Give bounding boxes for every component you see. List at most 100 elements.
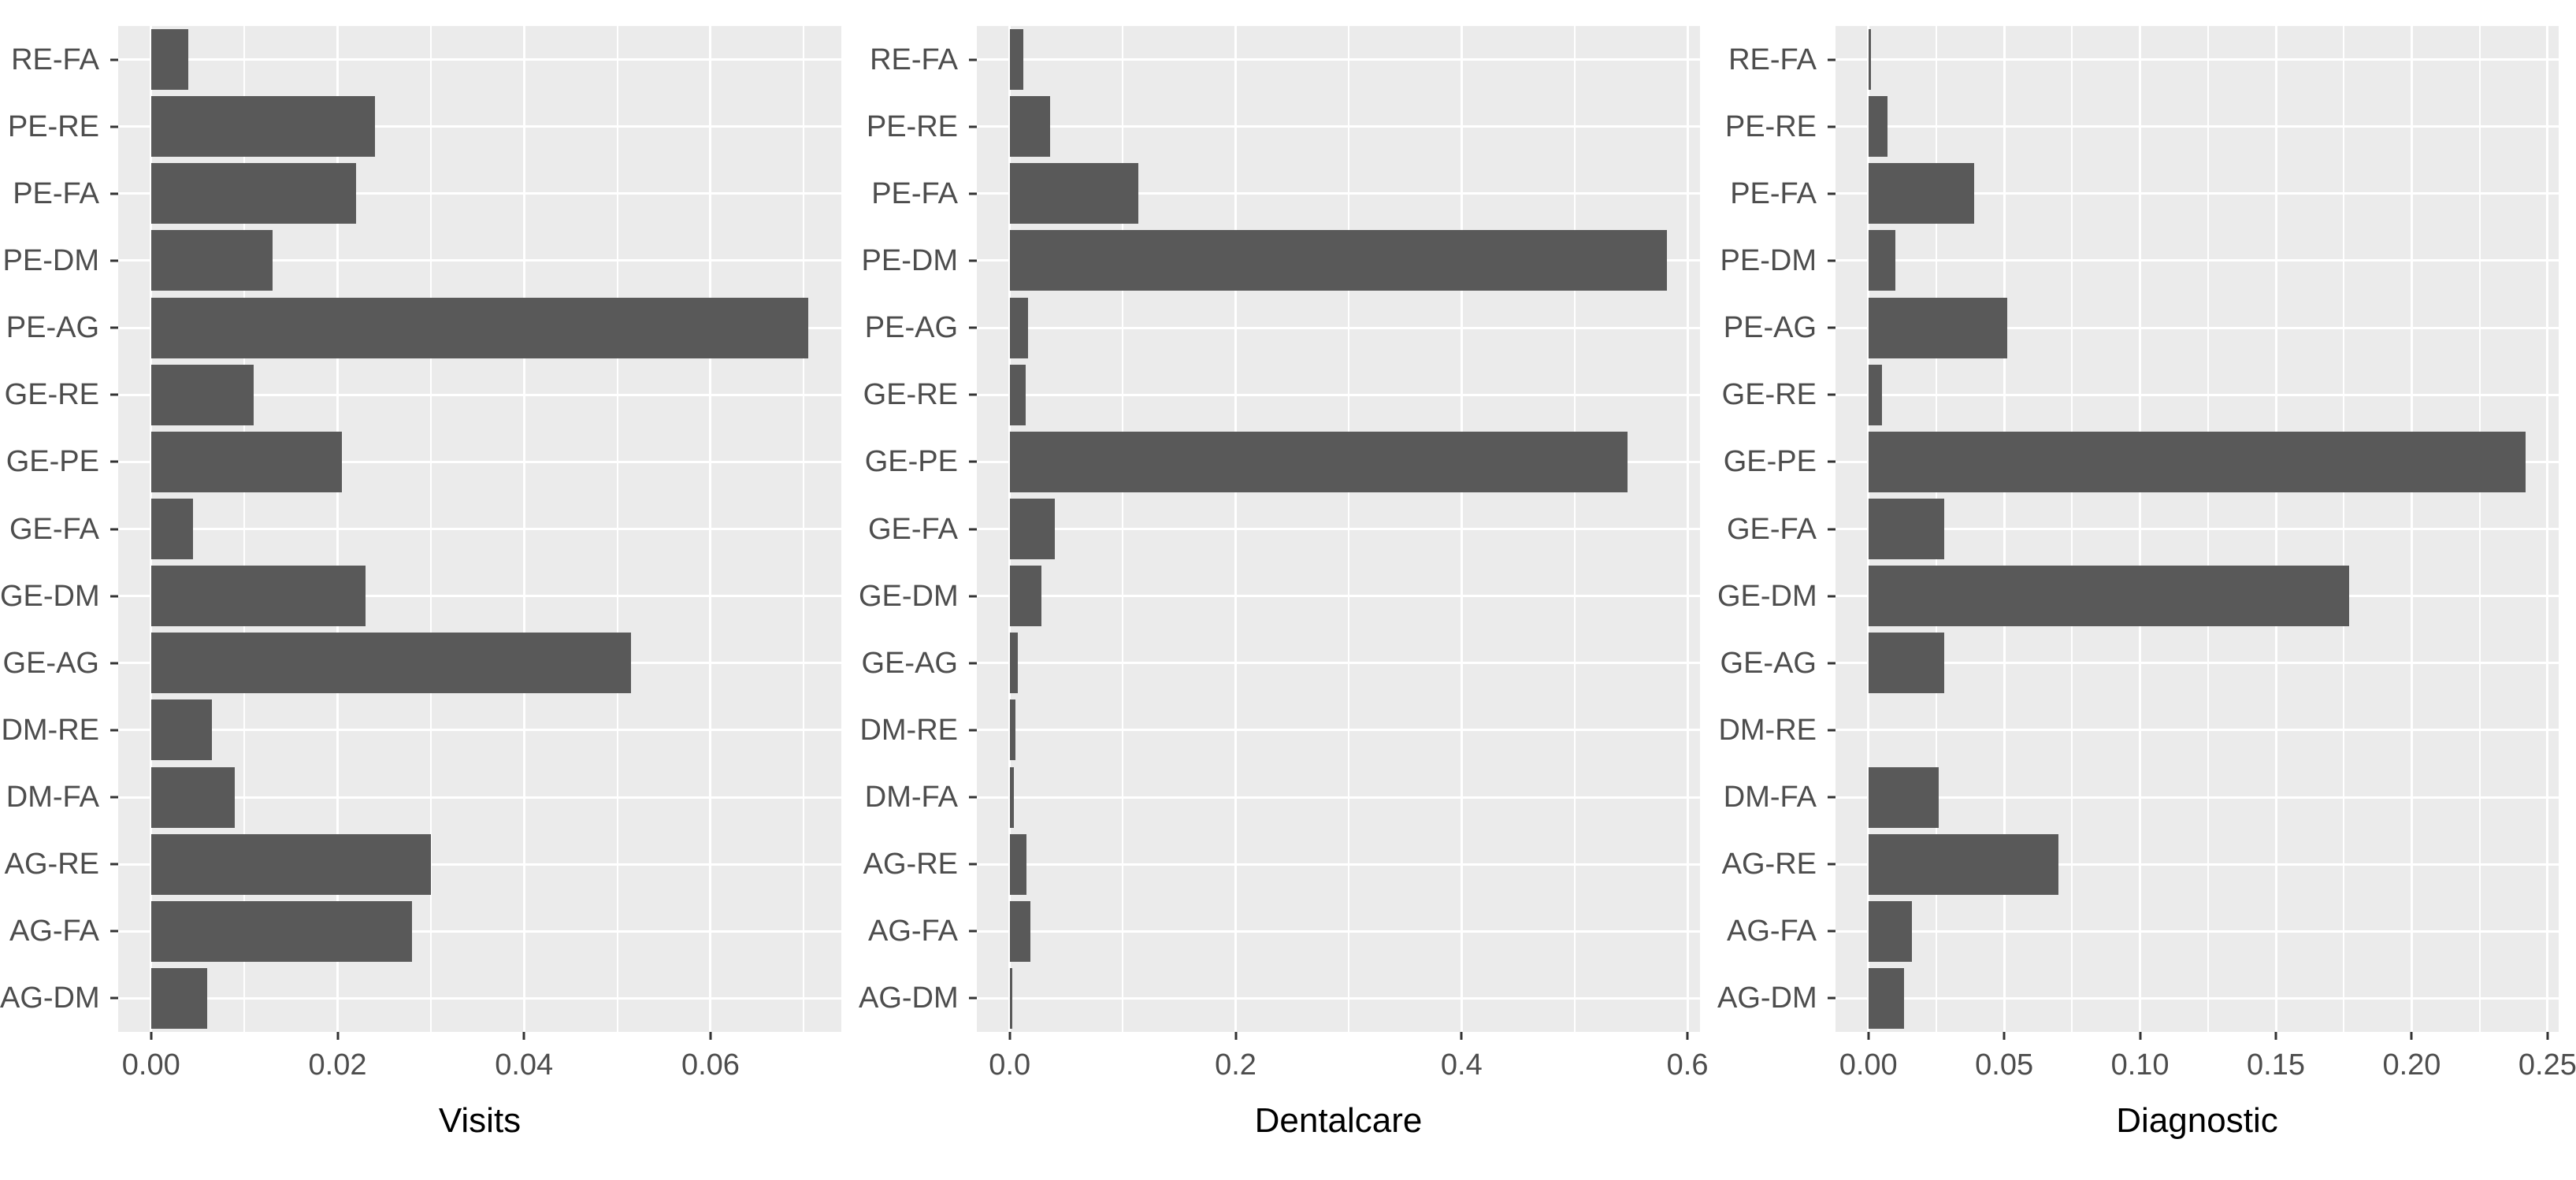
gridline-category	[977, 192, 1700, 195]
bar-dentalcare-pe-dm	[1009, 230, 1668, 291]
y-tick-mark	[110, 259, 118, 262]
y-tick-mark	[1828, 528, 1835, 530]
y-label-ge-fa: GE-FA	[1726, 512, 1817, 546]
gridline-category	[1835, 863, 2559, 866]
bar-diagnostic-ag-fa	[1868, 900, 1912, 962]
y-label-ge-dm: GE-DM	[0, 579, 100, 613]
x-tick-mark	[1008, 1032, 1011, 1040]
bar-visits-dm-fa	[150, 766, 236, 828]
y-tick-mark	[1828, 393, 1835, 396]
y-label-pe-dm: PE-DM	[861, 243, 958, 277]
y-label-ge-pe: GE-PE	[864, 445, 958, 479]
y-label-ag-dm: AG-DM	[0, 981, 100, 1015]
x-tick-label-diagnostic-0.05: 0.05	[1975, 1048, 2034, 1082]
bar-visits-pe-fa	[150, 163, 357, 224]
y-tick-mark	[110, 192, 118, 195]
bar-visits-pe-dm	[150, 230, 273, 291]
y-tick-mark	[110, 796, 118, 799]
gridline-category	[977, 125, 1700, 128]
bar-visits-ge-re	[150, 364, 254, 425]
bar-diagnostic-pe-re	[1868, 96, 1887, 158]
bar-visits-ag-dm	[150, 967, 207, 1029]
y-label-ge-dm: GE-DM	[859, 579, 959, 613]
gridline-category	[118, 595, 841, 598]
gridline-category	[118, 863, 841, 866]
bar-visits-ge-fa	[150, 499, 194, 559]
bar-visits-ge-ag	[150, 633, 632, 694]
y-tick-mark	[110, 528, 118, 530]
y-tick-mark	[1828, 259, 1835, 262]
y-label-dm-fa: DM-FA	[1723, 781, 1817, 814]
bar-dentalcare-ge-pe	[1009, 431, 1628, 492]
plot-area-visits	[118, 26, 841, 1032]
y-tick-mark	[1828, 125, 1835, 128]
gridline-category	[977, 996, 1700, 1000]
y-label-pe-re: PE-RE	[7, 109, 99, 143]
y-tick-mark	[1828, 326, 1835, 329]
gridline-category	[118, 58, 841, 61]
y-tick-mark	[969, 125, 977, 128]
gridline-category	[1835, 662, 2559, 665]
y-label-pe-ag: PE-AG	[6, 311, 99, 345]
gridline-category	[977, 595, 1700, 598]
plot-area-dentalcare	[977, 26, 1700, 1032]
gridline-category	[118, 796, 841, 799]
x-tick-mark	[2003, 1032, 2006, 1040]
y-tick-mark	[969, 58, 977, 61]
y-tick-mark	[969, 796, 977, 799]
x-tick-label-visits-0.06: 0.06	[681, 1048, 740, 1082]
y-tick-mark	[969, 662, 977, 665]
y-label-pe-fa: PE-FA	[1730, 176, 1817, 210]
y-label-ag-re: AG-RE	[863, 848, 958, 881]
y-label-ag-dm: AG-DM	[1717, 981, 1817, 1015]
y-tick-mark	[969, 259, 977, 262]
y-label-pe-fa: PE-FA	[871, 176, 958, 210]
gridline-category	[977, 662, 1700, 665]
bar-diagnostic-re-fa	[1868, 29, 1872, 91]
y-label-ag-fa: AG-FA	[867, 915, 958, 948]
gridline-category	[1835, 259, 2559, 262]
gridline-category	[118, 259, 841, 262]
gridline-category	[118, 125, 841, 128]
gridline-category	[1835, 796, 2559, 799]
x-tick-label-diagnostic-0.15: 0.15	[2247, 1048, 2305, 1082]
x-tick-mark	[1867, 1032, 1870, 1040]
y-tick-mark	[1828, 996, 1835, 1000]
panel-visits: Visits RE-FA PE-RE PE-FA PE-DM PE-AG GE-RE GE-…	[0, 0, 859, 1180]
y-label-ge-re: GE-RE	[4, 378, 99, 412]
y-tick-mark	[1828, 662, 1835, 665]
y-label-pe-fa: PE-FA	[13, 176, 99, 210]
gridline-category	[118, 528, 841, 530]
y-label-pe-dm: PE-DM	[2, 243, 99, 277]
y-tick-mark	[1828, 729, 1835, 732]
y-tick-mark	[969, 595, 977, 598]
y-label-dm-re: DM-RE	[1, 713, 99, 747]
x-tick-mark	[336, 1032, 339, 1040]
gridline-category	[1835, 326, 2559, 329]
y-tick-mark	[110, 996, 118, 1000]
y-label-ag-re: AG-RE	[1721, 848, 1817, 881]
bar-visits-dm-re	[150, 699, 212, 761]
bar-dentalcare-pe-ag	[1009, 297, 1029, 358]
bar-diagnostic-pe-fa	[1868, 163, 1975, 224]
y-label-ge-ag: GE-AG	[2, 646, 99, 680]
x-tick-label-dentalcare-0.6: 0.6	[1666, 1048, 1709, 1082]
y-tick-mark	[969, 393, 977, 396]
x-tick-label-dentalcare-0.2: 0.2	[1215, 1048, 1256, 1082]
gridline-category	[1835, 996, 2559, 1000]
gridline-category	[977, 393, 1700, 396]
y-tick-mark	[1828, 595, 1835, 598]
y-tick-mark	[110, 595, 118, 598]
x-tick-mark	[2139, 1032, 2142, 1040]
bar-diagnostic-ge-re	[1868, 364, 1882, 425]
x-tick-label-visits-0.04: 0.04	[495, 1048, 554, 1082]
y-tick-mark	[110, 460, 118, 463]
y-label-pe-dm: PE-DM	[1720, 243, 1817, 277]
bar-diagnostic-ge-dm	[1868, 566, 2350, 627]
y-label-pe-ag: PE-AG	[864, 311, 958, 345]
y-label-pe-ag: PE-AG	[1723, 311, 1817, 345]
gridline-category	[118, 996, 841, 1000]
panel-dentalcare: Dentalcare RE-FA PE-RE PE-FA PE-DM PE-AG GE-R…	[859, 0, 1717, 1180]
gridline-category	[118, 460, 841, 463]
gridline-category	[977, 58, 1700, 61]
